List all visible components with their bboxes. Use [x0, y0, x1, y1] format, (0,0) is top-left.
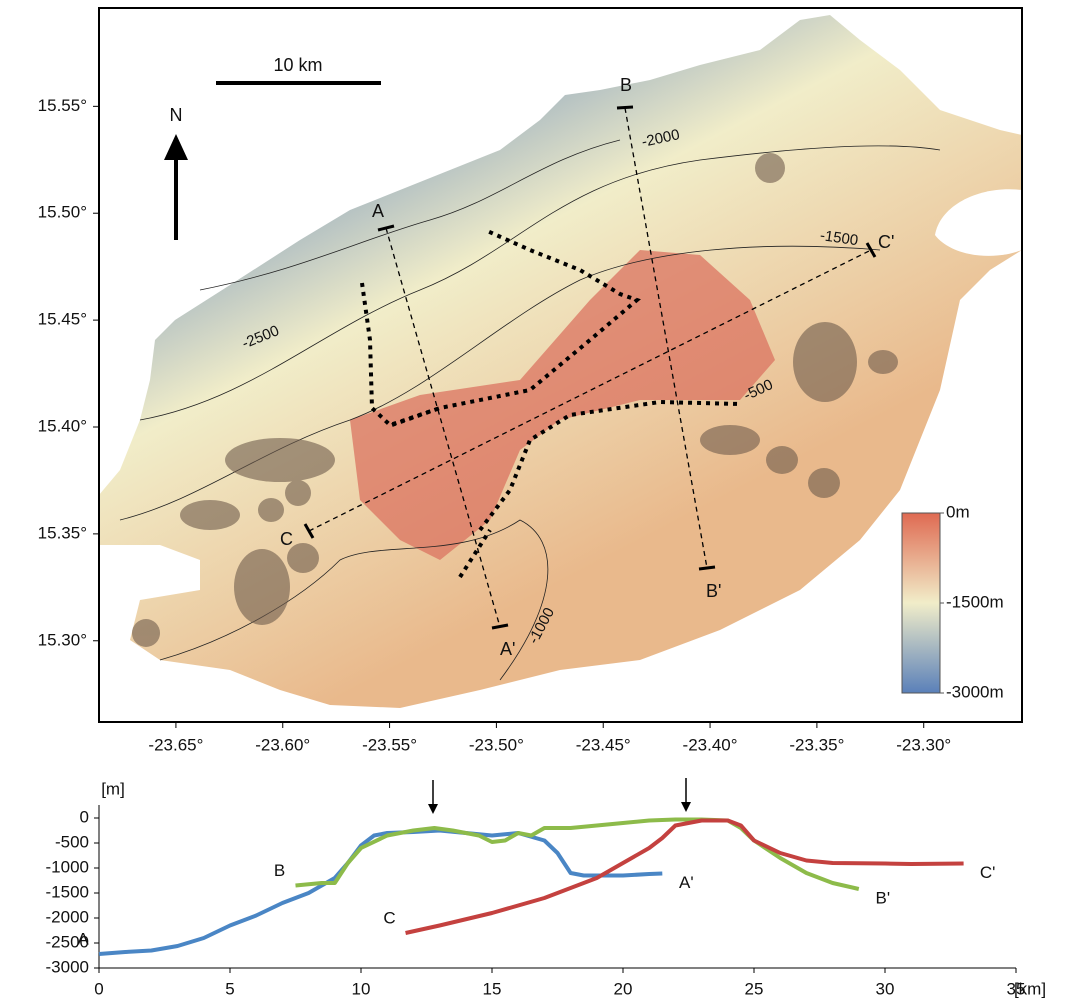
x-tick-label: -23.60°	[255, 735, 310, 754]
x-tick-label: -23.65°	[148, 735, 203, 754]
cone	[766, 446, 798, 474]
y-tick-label: -2000	[46, 907, 89, 926]
cone	[234, 549, 290, 625]
colorbar	[902, 513, 940, 693]
section-label: C'	[878, 232, 894, 252]
x-tick-label: 15	[483, 979, 502, 998]
y-tick-label: 15.30°	[38, 630, 87, 649]
y-tick-label: 15.35°	[38, 523, 87, 542]
profile-line	[296, 820, 859, 890]
x-tick-label: -23.35°	[789, 735, 844, 754]
cone	[700, 425, 760, 455]
x-tick-label: -23.55°	[362, 735, 417, 754]
x-tick-label: 0	[94, 979, 103, 998]
cone	[808, 468, 840, 498]
x-tick-label: 30	[876, 979, 895, 998]
x-tick-label: 20	[614, 979, 633, 998]
y-axis-label: [m]	[101, 779, 125, 798]
y-tick-label: 15.55°	[38, 96, 87, 115]
cone	[285, 480, 311, 506]
y-tick-label: 15.40°	[38, 416, 87, 435]
bathymetry: A A' B B' C C' -2000 -1500 -2500 -500 -1…	[99, 15, 1022, 708]
scale-bar-label: 10 km	[273, 55, 322, 75]
profile-start-label: C	[383, 908, 395, 927]
north-label: N	[170, 105, 183, 125]
profile-line	[99, 831, 662, 955]
cone	[258, 498, 284, 522]
colorbar-label: -3000m	[946, 682, 1004, 701]
x-tick-label: 35	[1007, 979, 1026, 998]
profile-end-label: A'	[679, 873, 694, 892]
x-tick-label: -23.45°	[576, 735, 631, 754]
section-label: A	[372, 201, 384, 221]
arrowheads	[428, 802, 691, 814]
x-tick-label: 10	[352, 979, 371, 998]
y-tick-label: 15.45°	[38, 310, 87, 329]
y-tick-label: -1500	[46, 882, 89, 901]
profile-end-label: C'	[980, 863, 996, 882]
colorbar-label: -1500m	[946, 592, 1004, 611]
y-tick-label: 15.50°	[38, 203, 87, 222]
profile-start-label: B	[274, 861, 285, 880]
cone	[868, 350, 898, 374]
cone	[793, 322, 857, 402]
x-tick-label: -23.50°	[469, 735, 524, 754]
profile-end-label: B'	[876, 888, 891, 907]
x-tick-label: -23.30°	[896, 735, 951, 754]
x-tick-label: 25	[745, 979, 764, 998]
y-tick-label: -500	[55, 832, 89, 851]
cone	[180, 500, 240, 530]
figure: A A' B B' C C' -2000 -1500 -2500 -500 -1…	[0, 0, 1089, 1003]
section-label: A'	[500, 639, 515, 659]
cone	[132, 619, 160, 647]
y-tick-label: -3000	[46, 957, 89, 976]
section-end	[699, 567, 715, 569]
cone	[755, 153, 785, 183]
cone	[225, 438, 335, 482]
section-label: B'	[706, 581, 721, 601]
section-end	[617, 107, 633, 108]
y-tick-label: -1000	[46, 857, 89, 876]
profile-start-label: A	[77, 929, 89, 948]
section-label: C	[280, 529, 293, 549]
arrows	[433, 778, 686, 808]
x-tick-label: -23.40°	[683, 735, 738, 754]
x-tick-label: 5	[225, 979, 234, 998]
north-arrowhead	[164, 134, 188, 160]
colorbar-label: 0m	[946, 502, 970, 521]
section-label: B	[620, 75, 632, 95]
y-tick-label: 0	[80, 807, 89, 826]
